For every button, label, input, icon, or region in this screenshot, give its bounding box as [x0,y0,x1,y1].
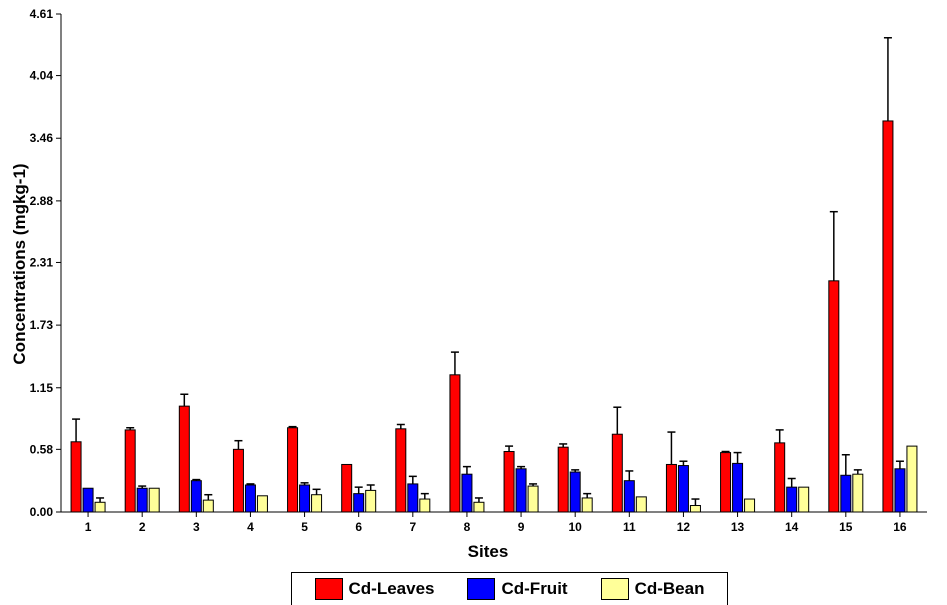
bar-cd-fruit-5 [299,484,311,513]
bar-cd-bean-3 [202,499,214,513]
bars-layer [70,37,918,513]
bar-cd-leaves-16 [882,120,894,513]
legend-item-leaves: Cd-Leaves [314,578,435,600]
bar-cd-leaves-3 [178,405,190,513]
bar-cd-fruit-2 [136,487,148,513]
bar-cd-leaves-11 [611,433,623,513]
bar-cd-bean-16 [906,445,918,513]
bar-cd-fruit-1 [82,487,94,513]
x-tick-label: 13 [731,520,745,534]
bar-cd-bean-9 [527,485,539,513]
x-tick-label: 11 [623,520,636,534]
bar-cd-bean-12 [689,505,701,513]
x-tick-label: 1 [85,520,92,534]
axes-layer: 0.000.581.151.732.312.883.464.044.611 2 3 4… [30,7,927,534]
y-tick-label: 1.15 [30,381,54,395]
bar-cd-fruit-7 [407,483,419,513]
bar-cd-fruit-15 [840,474,852,513]
y-axis-title: Concentrations (mgkg-1) [10,163,29,364]
y-tick-label: 0.58 [30,442,54,456]
bar-cd-bean-2 [148,487,160,513]
x-tick-label: 16 [893,520,907,534]
bar-cd-bean-10 [581,497,593,513]
bar-cd-fruit-9 [515,468,527,513]
x-axis-title: Sites [468,542,509,561]
bar-cd-fruit-14 [786,486,798,513]
bar-cd-leaves-7 [395,428,407,513]
bar-cd-leaves-6 [341,463,353,513]
legend-label-fruit: Cd-Fruit [501,579,568,598]
bar-cd-leaves-12 [665,463,677,513]
bar-cd-bean-4 [256,495,268,513]
x-tick-label: 6 [355,520,362,534]
bar-cd-bean-1 [94,501,106,513]
chart-legend: Cd-Leaves Cd-Fruit Cd-Bean [291,572,728,605]
bar-cd-fruit-12 [677,465,689,513]
bar-chart: 0.000.581.151.732.312.883.464.044.611 2 3 4… [10,7,927,561]
legend-swatch-leaves [314,578,343,600]
y-tick-label: 3.46 [30,131,54,145]
x-tick-label: 8 [464,520,471,534]
bar-cd-fruit-4 [244,484,256,513]
bar-cd-fruit-8 [461,473,473,513]
bar-cd-fruit-11 [623,480,635,513]
y-tick-label: 1.73 [30,318,54,332]
legend-swatch-fruit [467,578,496,600]
x-tick-label: 9 [518,520,525,534]
x-tick-label: 7 [409,520,416,534]
bar-cd-leaves-2 [124,429,136,513]
x-tick-label: 10 [569,520,583,534]
y-tick-label: 2.88 [30,194,54,208]
bar-cd-leaves-9 [503,451,515,513]
bar-cd-bean-15 [852,473,864,513]
y-tick-label: 4.61 [30,7,54,21]
bar-cd-fruit-3 [190,480,202,513]
legend-item-fruit: Cd-Fruit [467,578,568,600]
bar-cd-bean-7 [419,498,431,513]
bar-cd-leaves-10 [557,446,569,513]
y-tick-label: 0.00 [30,505,54,519]
legend-label-leaves: Cd-Leaves [348,579,435,598]
x-tick-label: 2 [139,520,146,534]
bar-cd-bean-14 [798,486,810,513]
bar-cd-leaves-5 [287,427,299,513]
x-tick-label: 12 [677,520,691,534]
bar-cd-leaves-14 [774,442,786,513]
x-tick-label: 5 [301,520,308,534]
bar-cd-bean-5 [311,494,323,513]
bar-cd-fruit-6 [353,493,365,513]
bar-cd-leaves-1 [70,441,82,513]
x-tick-label: 14 [785,520,799,534]
x-tick-label: 4 [247,520,254,534]
bar-cd-fruit-10 [569,471,581,513]
y-tick-label: 2.31 [30,255,54,269]
bar-cd-leaves-15 [828,280,840,513]
legend-label-bean: Cd-Bean [634,579,705,598]
legend-item-bean: Cd-Bean [600,578,705,600]
bar-cd-bean-8 [473,501,485,513]
x-tick-label: 3 [193,520,200,534]
bar-cd-leaves-13 [720,452,732,513]
bar-cd-leaves-4 [232,448,244,513]
legend-swatch-bean [600,578,629,600]
bar-cd-bean-13 [744,498,756,513]
bar-cd-fruit-13 [732,462,744,513]
bar-cd-bean-6 [365,489,377,513]
bar-cd-fruit-16 [894,468,906,513]
x-tick-label: 15 [839,520,853,534]
bar-cd-bean-11 [635,496,647,513]
bar-cd-leaves-8 [449,374,461,513]
y-tick-label: 4.04 [30,69,54,83]
